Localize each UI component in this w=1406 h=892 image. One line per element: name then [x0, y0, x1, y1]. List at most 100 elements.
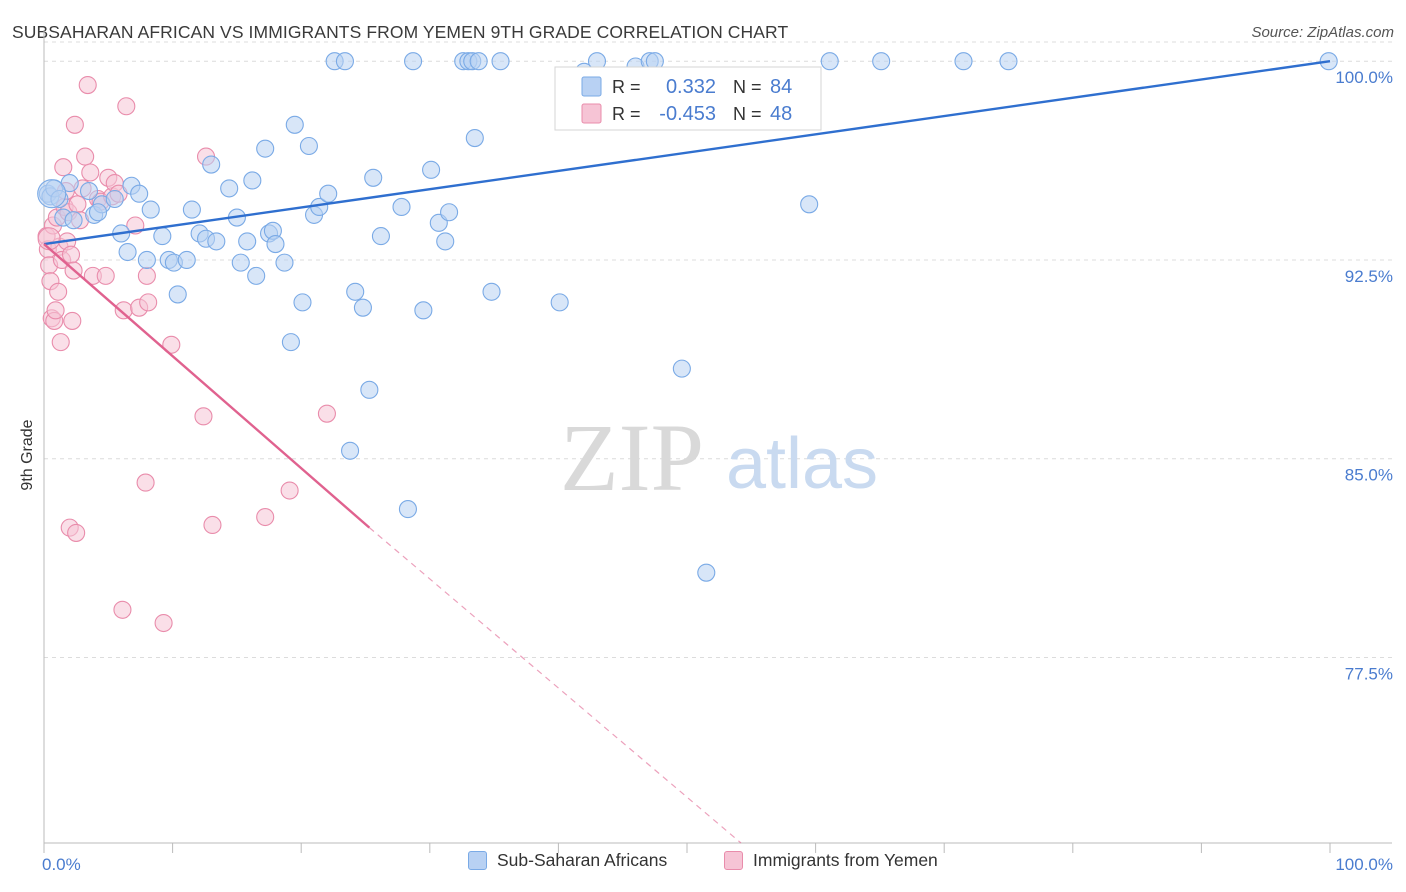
point-immigrants-from-yemen [49, 282, 68, 301]
point-sub-saharan-africans [182, 200, 201, 219]
point-sub-saharan-africans [130, 184, 149, 203]
point-sub-saharan-africans [800, 195, 819, 214]
stats-r-label: R = [612, 77, 641, 97]
point-immigrants-from-yemen [194, 407, 213, 426]
point-sub-saharan-africans [364, 168, 383, 187]
point-sub-saharan-africans [482, 282, 501, 301]
stats-legend-swatch [581, 103, 602, 124]
stats-n-value: 84 [770, 76, 792, 98]
point-sub-saharan-africans [440, 203, 459, 222]
point-immigrants-from-yemen [67, 523, 86, 542]
point-sub-saharan-africans [341, 441, 360, 460]
grid-lines [44, 41, 1392, 658]
point-sub-saharan-africans [275, 253, 294, 272]
point-sub-saharan-africans [168, 285, 187, 304]
watermark: ZIP atlas [560, 404, 878, 511]
point-immigrants-from-yemen [137, 266, 156, 285]
point-sub-saharan-africans [404, 52, 423, 71]
point-immigrants-from-yemen [117, 97, 136, 116]
point-immigrants-from-yemen [317, 404, 336, 423]
point-sub-saharan-africans [371, 227, 390, 246]
point-sub-saharan-africans [398, 500, 417, 519]
y-tick-label: 85.0% [1345, 466, 1393, 485]
point-immigrants-from-yemen [51, 333, 70, 352]
point-immigrants-from-yemen [68, 195, 87, 214]
series-immigrants-from-yemen [37, 76, 336, 633]
trend-extension-immigrants-from-yemen [368, 527, 742, 844]
point-immigrants-from-yemen [96, 266, 115, 285]
point-sub-saharan-africans [392, 197, 411, 217]
point-sub-saharan-africans [293, 293, 312, 312]
y-tick-label: 100.0% [1335, 68, 1393, 87]
point-sub-saharan-africans [137, 250, 156, 270]
source-label: Source: ZipAtlas.com [1251, 24, 1394, 41]
point-immigrants-from-yemen [280, 481, 299, 500]
series-sub-saharan-africans [37, 52, 1338, 582]
stats-legend: R = 0.332 N = 84 R = -0.453 N = 48 [554, 66, 822, 131]
point-sub-saharan-africans [220, 179, 239, 198]
stats-n-label: N = [733, 77, 762, 97]
point-immigrants-from-yemen [63, 311, 82, 330]
stats-n-value: 48 [770, 103, 792, 125]
point-sub-saharan-africans [202, 155, 221, 174]
point-sub-saharan-africans [414, 301, 433, 320]
point-sub-saharan-africans [64, 211, 83, 230]
point-sub-saharan-africans [231, 253, 250, 272]
stats-r-label: R = [612, 104, 641, 124]
point-sub-saharan-africans [491, 52, 510, 71]
point-sub-saharan-africans [238, 232, 257, 251]
point-sub-saharan-africans [422, 160, 441, 179]
legend-swatch-blue [468, 851, 487, 870]
point-sub-saharan-africans [118, 242, 137, 262]
point-sub-saharan-africans [335, 52, 354, 71]
point-sub-saharan-africans [79, 182, 99, 201]
axes [43, 30, 1392, 853]
stats-r-value: -0.453 [659, 103, 716, 125]
point-sub-saharan-africans [820, 52, 839, 71]
x-tick-label-max: 100.0% [1335, 855, 1393, 874]
point-immigrants-from-yemen [61, 245, 81, 264]
chart-title: SUBSAHARAN AFRICAN VS IMMIGRANTS FROM YE… [12, 22, 789, 42]
watermark-zip: ZIP [560, 404, 704, 511]
point-sub-saharan-africans [872, 52, 891, 71]
series-legend: Sub-Saharan Africans Immigrants from Yem… [0, 850, 1406, 878]
point-sub-saharan-africans [105, 189, 124, 209]
point-immigrants-from-yemen [65, 115, 84, 134]
legend-item-immigrants-from-yemen[interactable]: Immigrants from Yemen [724, 850, 938, 871]
point-sub-saharan-africans [999, 52, 1018, 71]
point-immigrants-from-yemen [154, 613, 173, 633]
point-sub-saharan-africans [153, 227, 172, 246]
point-sub-saharan-africans [672, 359, 691, 378]
stats-n-label: N = [733, 104, 762, 124]
trend-lines [43, 60, 1331, 844]
point-sub-saharan-africans [465, 129, 484, 148]
point-sub-saharan-africans [954, 52, 973, 71]
point-sub-saharan-africans [285, 115, 304, 134]
trend-line-immigrants-from-yemen [43, 243, 371, 529]
tick-labels: 100.0% 92.5% 85.0% 77.5% 0.0% 100.0% [42, 68, 1393, 874]
point-sub-saharan-africans [319, 184, 338, 203]
legend-swatch-pink [724, 851, 743, 870]
point-sub-saharan-africans [281, 333, 300, 352]
legend-label-sub-saharan-africans: Sub-Saharan Africans [497, 850, 668, 870]
point-sub-saharan-africans [436, 232, 455, 251]
point-immigrants-from-yemen [78, 76, 97, 95]
point-sub-saharan-africans [88, 203, 108, 222]
y-axis-label: 9th Grade [19, 419, 36, 491]
x-tick-label-min: 0.0% [42, 855, 81, 874]
point-sub-saharan-africans [177, 250, 196, 270]
legend-label-immigrants-from-yemen: Immigrants from Yemen [753, 850, 938, 870]
point-immigrants-from-yemen [46, 301, 65, 320]
point-sub-saharan-africans [469, 52, 488, 71]
trend-line-sub-saharan-africans [43, 60, 1331, 246]
point-sub-saharan-africans [141, 200, 160, 219]
point-immigrants-from-yemen [139, 293, 158, 312]
legend-item-sub-saharan-africans[interactable]: Sub-Saharan Africans [468, 850, 667, 871]
point-sub-saharan-africans [299, 136, 318, 156]
point-immigrants-from-yemen [114, 301, 133, 320]
y-tick-label: 77.5% [1345, 664, 1393, 683]
point-immigrants-from-yemen [76, 147, 95, 166]
point-sub-saharan-africans [243, 171, 262, 190]
point-immigrants-from-yemen [113, 600, 132, 619]
